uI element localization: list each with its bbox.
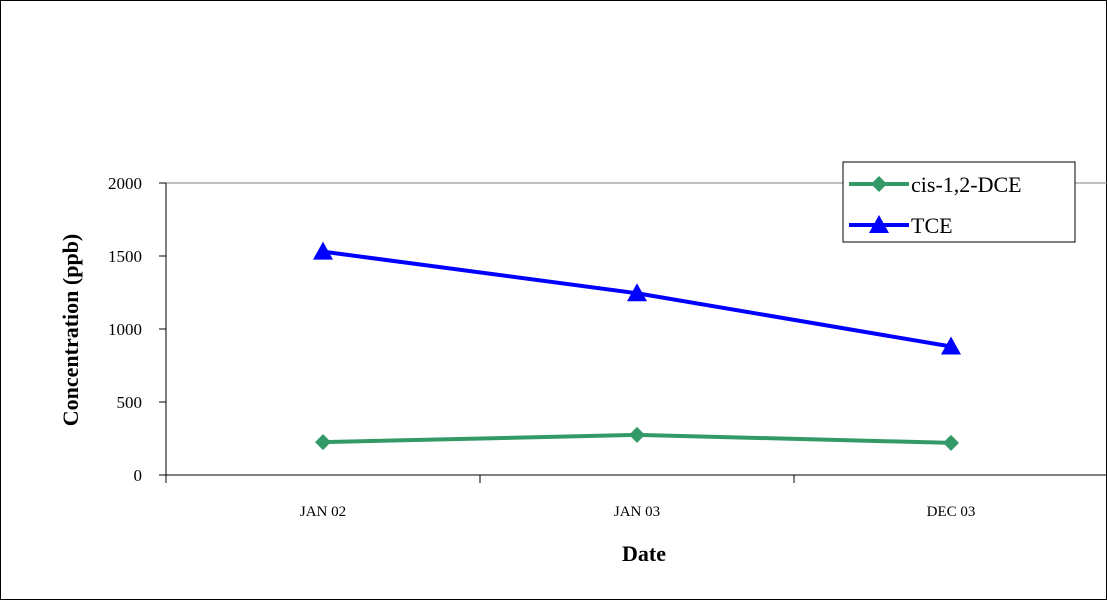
legend: cis-1,2-DCE TCE xyxy=(842,161,1076,243)
y-tick-label: 500 xyxy=(117,393,143,412)
y-tick-label: 0 xyxy=(134,466,143,485)
y-tick-label: 1000 xyxy=(108,320,142,339)
series-tce xyxy=(313,241,961,355)
x-tick-label: JAN 03 xyxy=(614,504,660,520)
legend-item: TCE xyxy=(849,213,953,238)
data-point-diamond xyxy=(943,434,959,451)
x-axis-title: Date xyxy=(622,541,666,566)
y-tick-label: 1500 xyxy=(108,247,142,266)
data-point-triangle xyxy=(941,336,961,355)
legend-item: cis-1,2-DCE xyxy=(849,172,1022,197)
data-point-triangle xyxy=(313,241,333,260)
legend-label: cis-1,2-DCE xyxy=(911,172,1022,197)
x-tick-label: JAN 02 xyxy=(300,504,346,520)
series-layer xyxy=(313,241,961,451)
series-cis-1-2-dce xyxy=(315,426,959,451)
legend-label: TCE xyxy=(911,213,953,238)
axes: 0 500 1000 1500 2000 JAN 02 JAN 03 DEC 03 xyxy=(108,174,1107,520)
x-tick-label: DEC 03 xyxy=(927,504,976,520)
y-axis-title: Concentration (ppb) xyxy=(58,234,83,427)
data-point-diamond xyxy=(315,434,331,451)
y-tick-label: 2000 xyxy=(108,174,142,193)
data-point-triangle xyxy=(627,283,647,302)
data-point-diamond xyxy=(871,176,887,192)
data-point-diamond xyxy=(629,426,645,443)
data-point-triangle xyxy=(869,215,889,233)
